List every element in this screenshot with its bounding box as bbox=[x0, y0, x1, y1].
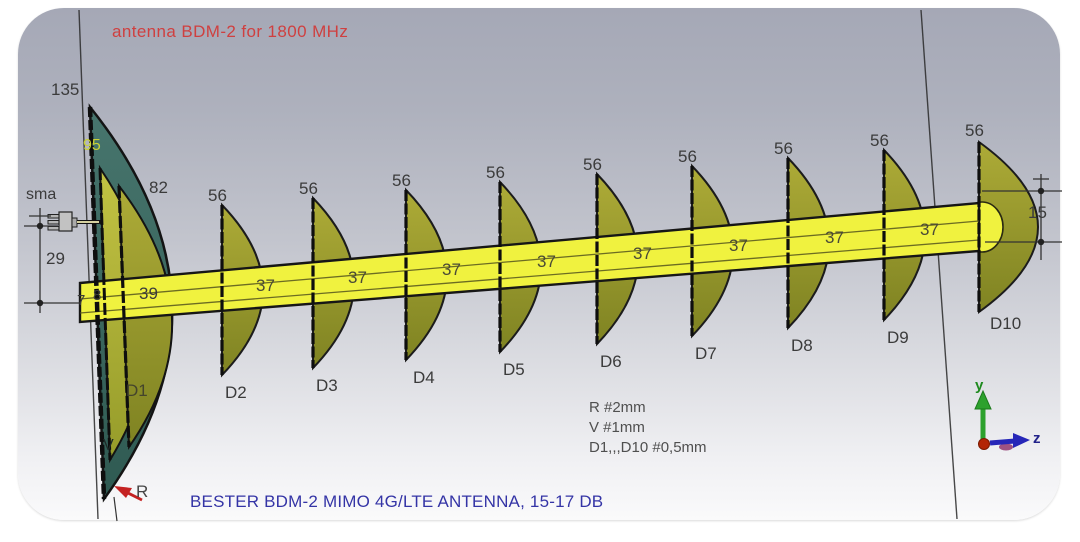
dim-label-reflector-height: 135 bbox=[51, 80, 80, 99]
director-name-label: D9 bbox=[887, 328, 909, 347]
director-size-label: 56 bbox=[208, 186, 227, 205]
director-size-label: 56 bbox=[774, 139, 793, 158]
dim-label-boom-end-height: 15 bbox=[1028, 203, 1047, 222]
dim-label-feed-offset: 29 bbox=[46, 249, 65, 268]
axis-y-label: y bbox=[975, 377, 984, 394]
spacing-label: 37 bbox=[348, 268, 367, 287]
director-size-label: 56 bbox=[678, 147, 697, 166]
director-name-label: D10 bbox=[990, 314, 1022, 333]
note-reflector-gauge: R #2mm bbox=[589, 399, 646, 416]
director-size-label: 56 bbox=[299, 179, 318, 198]
director-size-label: 56 bbox=[870, 131, 889, 150]
director-name-label: D6 bbox=[600, 352, 622, 371]
gap-label-driven-d1: 8 bbox=[93, 287, 102, 304]
spacing-label: 37 bbox=[729, 236, 748, 255]
part-label-d1: D1 bbox=[126, 381, 148, 400]
spacing-label: 37 bbox=[920, 220, 939, 239]
spacing-label: 37 bbox=[256, 276, 275, 295]
spacing-label: 37 bbox=[442, 260, 461, 279]
dim-label-d1-height: 82 bbox=[149, 178, 168, 197]
director-name-label: D5 bbox=[503, 360, 525, 379]
antenna-caption: BESTER BDM-2 MIMO 4G/LTE ANTENNA, 15-17 … bbox=[190, 492, 604, 511]
director-size-label: 56 bbox=[392, 171, 411, 190]
director-name-label: D4 bbox=[413, 368, 435, 387]
director-name-label: D7 bbox=[695, 344, 717, 363]
axis-z-label: z bbox=[1033, 430, 1041, 447]
director-name-label: D3 bbox=[316, 376, 338, 395]
director-size-label: 56 bbox=[486, 163, 505, 182]
director-name-label: D8 bbox=[791, 336, 813, 355]
director-name-label: D2 bbox=[225, 383, 247, 402]
spacing-label: 37 bbox=[633, 244, 652, 263]
dim-label-driven-height: 95 bbox=[83, 137, 101, 154]
director-size-label: 56 bbox=[583, 155, 602, 174]
sma-label: sma bbox=[26, 186, 57, 203]
spacing-label: 37 bbox=[537, 252, 556, 271]
wire-gauge-notes: R #2mm V #1mm D1,,,D10 #0,5mm bbox=[589, 398, 707, 458]
spacing-label: 37 bbox=[825, 228, 844, 247]
gap-label-d1-d2: 39 bbox=[139, 284, 158, 303]
viewport-title: antenna BDM-2 for 1800 MHz bbox=[112, 22, 349, 41]
part-label-reflector: R bbox=[136, 482, 149, 501]
director-size-label: 56 bbox=[965, 121, 984, 140]
note-director-gauge: D1,,,D10 #0,5mm bbox=[589, 439, 707, 456]
part-label-driven: V bbox=[103, 437, 114, 454]
note-driven-gauge: V #1mm bbox=[589, 419, 645, 436]
gap-label-reflector-driven: 7 bbox=[77, 292, 86, 309]
